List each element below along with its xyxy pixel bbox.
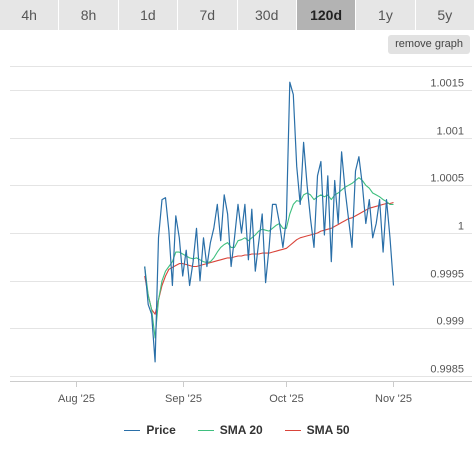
legend-label-sma50: SMA 50 [306,423,350,437]
y-tick-label: 0.999 [436,316,464,328]
x-tick-label: Aug '25 [58,393,95,405]
legend-swatch-price [124,429,141,431]
x-tick-label: Oct '25 [269,393,304,405]
series-line-sma-50 [144,201,394,315]
series-line-sma-20 [144,177,394,339]
legend-item-price[interactable]: Price [124,423,176,437]
tab-4h[interactable]: 4h [0,0,60,30]
x-tick-label: Sep '25 [165,393,202,405]
legend-item-sma50[interactable]: SMA 50 [284,423,350,437]
chart-legend: Price SMA 20 SMA 50 [0,420,474,440]
tab-8h[interactable]: 8h [59,0,119,30]
tab-7d[interactable]: 7d [178,0,238,30]
legend-label-price: Price [146,423,176,437]
legend-swatch-sma50 [284,429,301,431]
tab-120d[interactable]: 120d [296,0,357,30]
y-tick-label: 1 [458,221,464,233]
tab-30d[interactable]: 30d [237,0,297,30]
tab-5y[interactable]: 5y [415,0,474,30]
series-line-price [144,81,395,363]
y-tick-label: 1.0015 [430,78,464,90]
y-tick-label: 0.9995 [430,269,464,281]
y-tick-label: 1.0005 [430,173,464,185]
legend-item-sma20[interactable]: SMA 20 [197,423,263,437]
price-chart: 0.9985 0.999 0.9995 1 1.0005 1.001 1.0015 Aug '… [10,66,472,405]
remove-graph-button[interactable]: remove graph [388,35,470,54]
legend-label-sma20: SMA 20 [219,423,263,437]
timeframe-tabs: 4h 8h 1d 7d 30d 120d 1y 5y [0,0,474,30]
y-tick-label: 1.001 [436,126,464,138]
tab-1y[interactable]: 1y [356,0,416,30]
tab-1d[interactable]: 1d [118,0,179,30]
y-tick-label: 0.9985 [430,364,464,376]
x-tick-label: Nov '25 [375,393,412,405]
legend-swatch-sma20 [197,429,214,431]
